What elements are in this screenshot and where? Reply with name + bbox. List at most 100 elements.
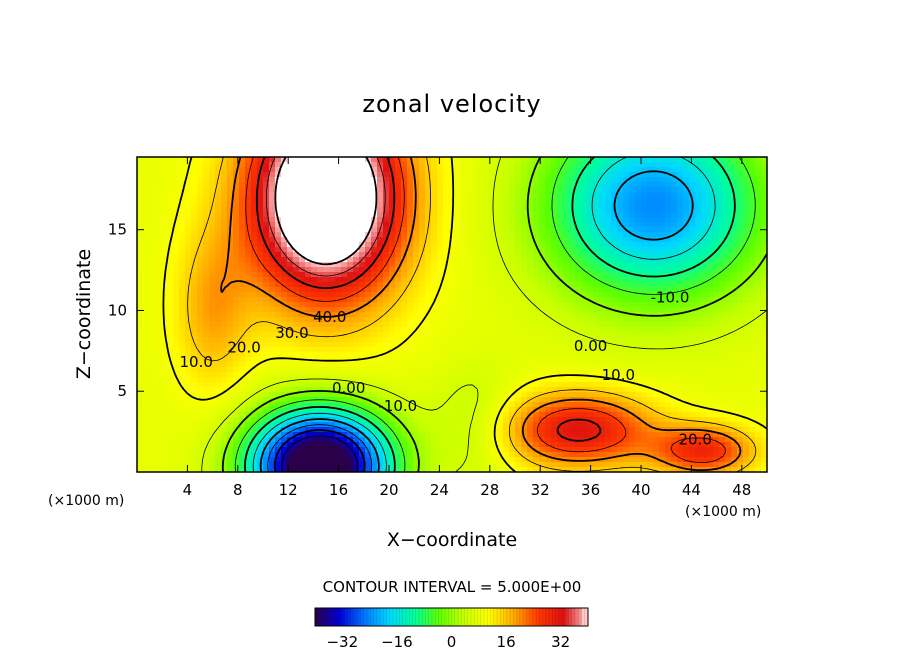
velocity-cell xyxy=(635,227,642,233)
velocity-cell xyxy=(653,347,660,353)
velocity-cell xyxy=(425,327,432,333)
velocity-cell xyxy=(749,322,756,328)
velocity-cell xyxy=(143,342,150,348)
velocity-cell xyxy=(557,187,564,193)
velocity-cell xyxy=(593,352,600,358)
velocity-cell xyxy=(497,197,504,203)
velocity-cell xyxy=(653,182,660,188)
velocity-cell xyxy=(377,207,384,213)
velocity-cell xyxy=(593,162,600,168)
velocity-cell xyxy=(143,187,150,193)
velocity-cell xyxy=(347,257,354,263)
velocity-cell xyxy=(317,252,324,258)
velocity-cell xyxy=(197,247,204,253)
velocity-cell xyxy=(581,162,588,168)
velocity-cell xyxy=(629,307,636,313)
velocity-cell xyxy=(563,187,570,193)
velocity-cell xyxy=(371,342,378,348)
velocity-cell xyxy=(509,242,516,248)
velocity-cell xyxy=(473,352,480,358)
velocity-cell xyxy=(179,307,186,313)
velocity-cell xyxy=(413,302,420,308)
velocity-cell xyxy=(629,342,636,348)
velocity-cell xyxy=(389,317,396,323)
velocity-cell xyxy=(557,367,564,373)
velocity-cell xyxy=(635,192,642,198)
velocity-cell xyxy=(377,297,384,303)
velocity-cell xyxy=(761,237,767,243)
velocity-cell xyxy=(149,217,156,223)
velocity-cell xyxy=(401,182,408,188)
velocity-cell xyxy=(275,192,282,198)
velocity-cell xyxy=(365,322,372,328)
velocity-cell xyxy=(323,362,330,368)
velocity-cell xyxy=(143,287,150,293)
velocity-cell xyxy=(311,312,318,318)
velocity-cell xyxy=(449,297,456,303)
velocity-cell xyxy=(221,202,228,208)
velocity-cell xyxy=(587,167,594,173)
velocity-cell xyxy=(161,347,168,353)
velocity-cell xyxy=(725,237,732,243)
velocity-cell xyxy=(749,262,756,268)
velocity-cell xyxy=(341,327,348,333)
velocity-cell xyxy=(563,367,570,373)
velocity-cell xyxy=(623,197,630,203)
velocity-cell xyxy=(425,157,432,163)
velocity-cell xyxy=(551,312,558,318)
velocity-cell xyxy=(269,372,276,378)
velocity-cell xyxy=(257,222,264,228)
velocity-cell xyxy=(641,307,648,313)
velocity-cell xyxy=(605,162,612,168)
velocity-cell xyxy=(707,187,714,193)
velocity-cell xyxy=(431,357,438,363)
velocity-cell xyxy=(743,197,750,203)
velocity-cell xyxy=(293,252,300,258)
velocity-cell xyxy=(491,162,498,168)
velocity-cell xyxy=(533,352,540,358)
velocity-cell xyxy=(503,317,510,323)
velocity-cell xyxy=(347,352,354,358)
velocity-cell xyxy=(341,167,348,173)
velocity-cell xyxy=(641,347,648,353)
velocity-cell xyxy=(209,342,216,348)
velocity-cell xyxy=(323,282,330,288)
velocity-cell xyxy=(209,337,216,343)
velocity-cell xyxy=(395,272,402,278)
velocity-cell xyxy=(473,237,480,243)
velocity-cell xyxy=(527,372,534,378)
velocity-cell xyxy=(593,382,600,388)
velocity-cell xyxy=(467,172,474,178)
velocity-cell xyxy=(251,382,258,388)
velocity-cell xyxy=(731,317,738,323)
velocity-cell xyxy=(689,322,696,328)
velocity-cell xyxy=(287,202,294,208)
velocity-cell xyxy=(233,237,240,243)
velocity-cell xyxy=(683,352,690,358)
velocity-cell xyxy=(401,357,408,363)
velocity-cell xyxy=(617,207,624,213)
velocity-cell xyxy=(647,372,654,378)
velocity-cell xyxy=(707,332,714,338)
velocity-cell xyxy=(257,292,264,298)
velocity-cell xyxy=(419,307,426,313)
velocity-cell xyxy=(599,287,606,293)
velocity-cell xyxy=(443,267,450,273)
velocity-cell xyxy=(359,262,366,268)
velocity-cell xyxy=(179,207,186,213)
velocity-cell xyxy=(389,342,396,348)
velocity-cell xyxy=(419,362,426,368)
velocity-cell xyxy=(389,377,396,383)
velocity-cell xyxy=(425,367,432,373)
velocity-cell xyxy=(479,257,486,263)
velocity-cell xyxy=(683,342,690,348)
velocity-cell xyxy=(323,157,330,163)
velocity-cell xyxy=(137,317,144,323)
velocity-cell xyxy=(209,357,216,363)
velocity-cell xyxy=(719,362,726,368)
velocity-cell xyxy=(665,167,672,173)
velocity-cell xyxy=(641,272,648,278)
velocity-cell xyxy=(503,167,510,173)
velocity-cell xyxy=(515,322,522,328)
velocity-cell xyxy=(143,337,150,343)
